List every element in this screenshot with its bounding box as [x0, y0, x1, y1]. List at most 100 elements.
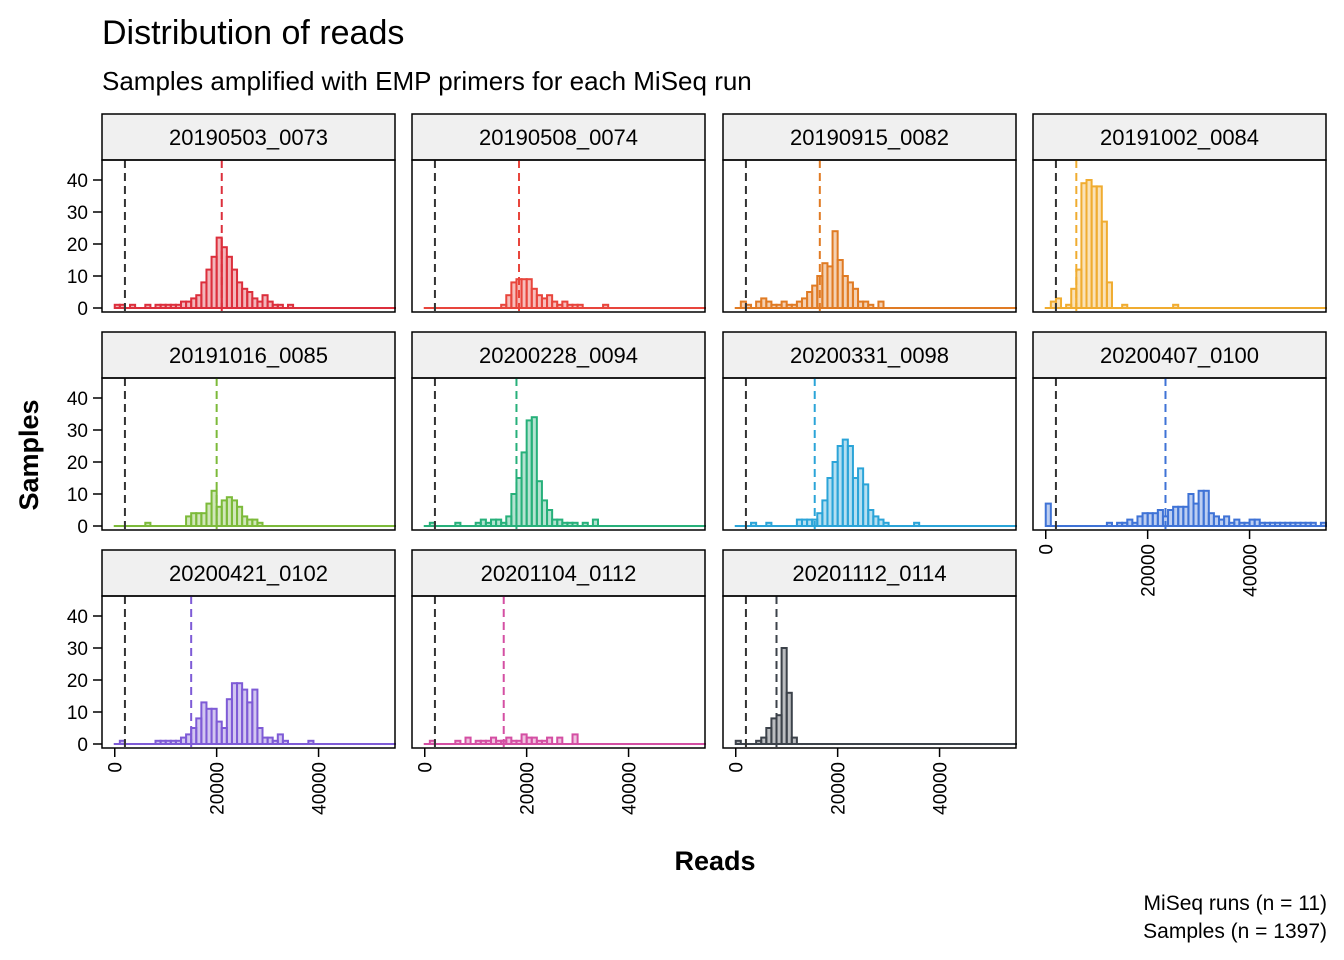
- y-tick-label: 20: [67, 671, 88, 692]
- x-tick-label: 40000: [620, 762, 641, 815]
- facet-panel: 20191016_0085 0 10 20 30 40: [67, 331, 397, 538]
- facet-strip-label: 20190915_0082: [790, 125, 949, 150]
- histogram-bar: [576, 303, 584, 309]
- chart-title: Distribution of reads: [102, 14, 404, 52]
- y-tick-label: 0: [77, 299, 88, 320]
- histogram-bar: [144, 303, 152, 309]
- histogram-bar: [256, 521, 264, 527]
- y-tick-label: 10: [67, 703, 88, 724]
- facet-strip: [1032, 113, 1327, 161]
- y-tick-label: 40: [67, 171, 88, 192]
- y-tick-label: 30: [67, 203, 88, 224]
- y-tick-label: 30: [67, 421, 88, 442]
- y-tick-label: 10: [67, 267, 88, 288]
- facet-strip-label: 20200331_0098: [790, 343, 949, 368]
- facet-strip-label: 20200407_0100: [1100, 343, 1259, 368]
- histogram-bar: [1319, 521, 1327, 527]
- facet-strip-label: 20200228_0094: [479, 343, 638, 368]
- histogram-bar: [251, 688, 259, 745]
- x-tick-label: 0: [727, 762, 748, 773]
- panel-border: [722, 377, 1017, 531]
- histogram-bar: [256, 727, 264, 745]
- histogram-bar: [1121, 303, 1129, 309]
- caption-runs: MiSeq runs (n = 11): [1144, 892, 1327, 915]
- y-tick-label: 40: [67, 389, 88, 410]
- facet-strip: [411, 331, 706, 379]
- facet-strip-label: 20201104_0112: [481, 561, 637, 586]
- histogram-bar: [851, 287, 860, 309]
- histogram-bar: [1223, 515, 1231, 528]
- facet-panel: 20191002_0084: [1032, 113, 1327, 313]
- y-tick-label: 0: [77, 735, 88, 756]
- facet-strip-label: 20201112_0114: [792, 561, 946, 586]
- panel-border: [722, 595, 1017, 749]
- facet-panel: 20200228_0094: [411, 331, 707, 531]
- facet-strip: [101, 549, 396, 597]
- facet-strip-label: 20191016_0085: [169, 343, 328, 368]
- facet-panel: 20201112_0114 0 20000 40000: [722, 549, 1018, 815]
- x-tick-label: 20000: [518, 762, 539, 815]
- x-tick-label: 40000: [310, 762, 331, 815]
- facet-panels: 20190503_0073 0 10 20 30 40 20190508_0074 20190…: [67, 113, 1327, 815]
- panel-border: [1032, 377, 1327, 531]
- histogram-bar: [546, 509, 554, 527]
- histogram-bar: [862, 483, 870, 527]
- y-tick-label: 30: [67, 639, 88, 660]
- facet-strip-label: 20190508_0074: [479, 125, 638, 150]
- y-tick-label: 20: [67, 235, 88, 256]
- histogram-bar: [1202, 489, 1210, 527]
- histogram-bar: [1309, 521, 1317, 527]
- panel-border: [1032, 159, 1327, 313]
- facet-panel: 20190508_0074: [411, 113, 707, 313]
- histogram-bar: [591, 518, 599, 527]
- panel-border: [411, 595, 706, 749]
- facet-strip-label: 20191002_0084: [1100, 125, 1259, 150]
- panel-border: [411, 159, 706, 313]
- panel-border: [411, 377, 706, 531]
- facet-strip: [101, 113, 396, 161]
- facet-strip: [411, 549, 706, 597]
- x-tick-label: 20000: [829, 762, 850, 815]
- histogram-bar: [882, 521, 890, 527]
- histogram-bar: [281, 739, 289, 745]
- histogram-bar: [144, 521, 152, 527]
- facet-panel: 20201104_0112 0 20000 40000: [411, 549, 707, 815]
- histogram-bar: [571, 733, 579, 746]
- facet-panel: 20200421_0102 0 10 20 30 40 0 20000 40000: [67, 549, 397, 815]
- histogram-bar: [602, 303, 610, 309]
- histogram-bar: [867, 303, 875, 309]
- caption-samples: Samples (n = 1397): [1143, 920, 1327, 943]
- facet-strip: [722, 331, 1017, 379]
- x-tick-label: 0: [1037, 544, 1058, 555]
- histogram-bar: [530, 416, 538, 528]
- y-tick-label: 20: [67, 453, 88, 474]
- chart-subtitle: Samples amplified with EMP primers for e…: [102, 66, 752, 96]
- histogram-bar: [1105, 521, 1113, 527]
- x-tick-label: 0: [106, 762, 127, 773]
- histogram-bar: [734, 739, 742, 745]
- histogram-bar: [571, 521, 579, 527]
- facet-panel: 20190915_0082: [722, 113, 1018, 313]
- panel-border: [101, 159, 396, 313]
- facet-panel: 20200407_0100 0 20000 40000: [1032, 331, 1327, 597]
- facet-strip: [722, 113, 1017, 161]
- histogram-bar: [765, 521, 773, 527]
- y-tick-label: 40: [67, 607, 88, 628]
- histogram-bar: [1105, 281, 1113, 309]
- histogram-bar: [276, 303, 284, 309]
- histogram-bar: [1100, 220, 1108, 310]
- facet-panel: 20190503_0073 0 10 20 30 40: [67, 113, 397, 320]
- y-axis-title: Samples: [14, 399, 44, 510]
- histogram-bar: [454, 521, 462, 527]
- histogram-bar: [1172, 303, 1180, 309]
- y-tick-label: 0: [77, 517, 88, 538]
- panel-border: [101, 595, 396, 749]
- x-axis-title: Reads: [674, 846, 755, 876]
- histogram-bar: [556, 736, 564, 745]
- panel-border: [101, 377, 396, 531]
- facet-strip: [722, 549, 1017, 597]
- histogram-bar: [790, 736, 798, 745]
- y-tick-label: 10: [67, 485, 88, 506]
- histogram-bar: [1044, 502, 1052, 528]
